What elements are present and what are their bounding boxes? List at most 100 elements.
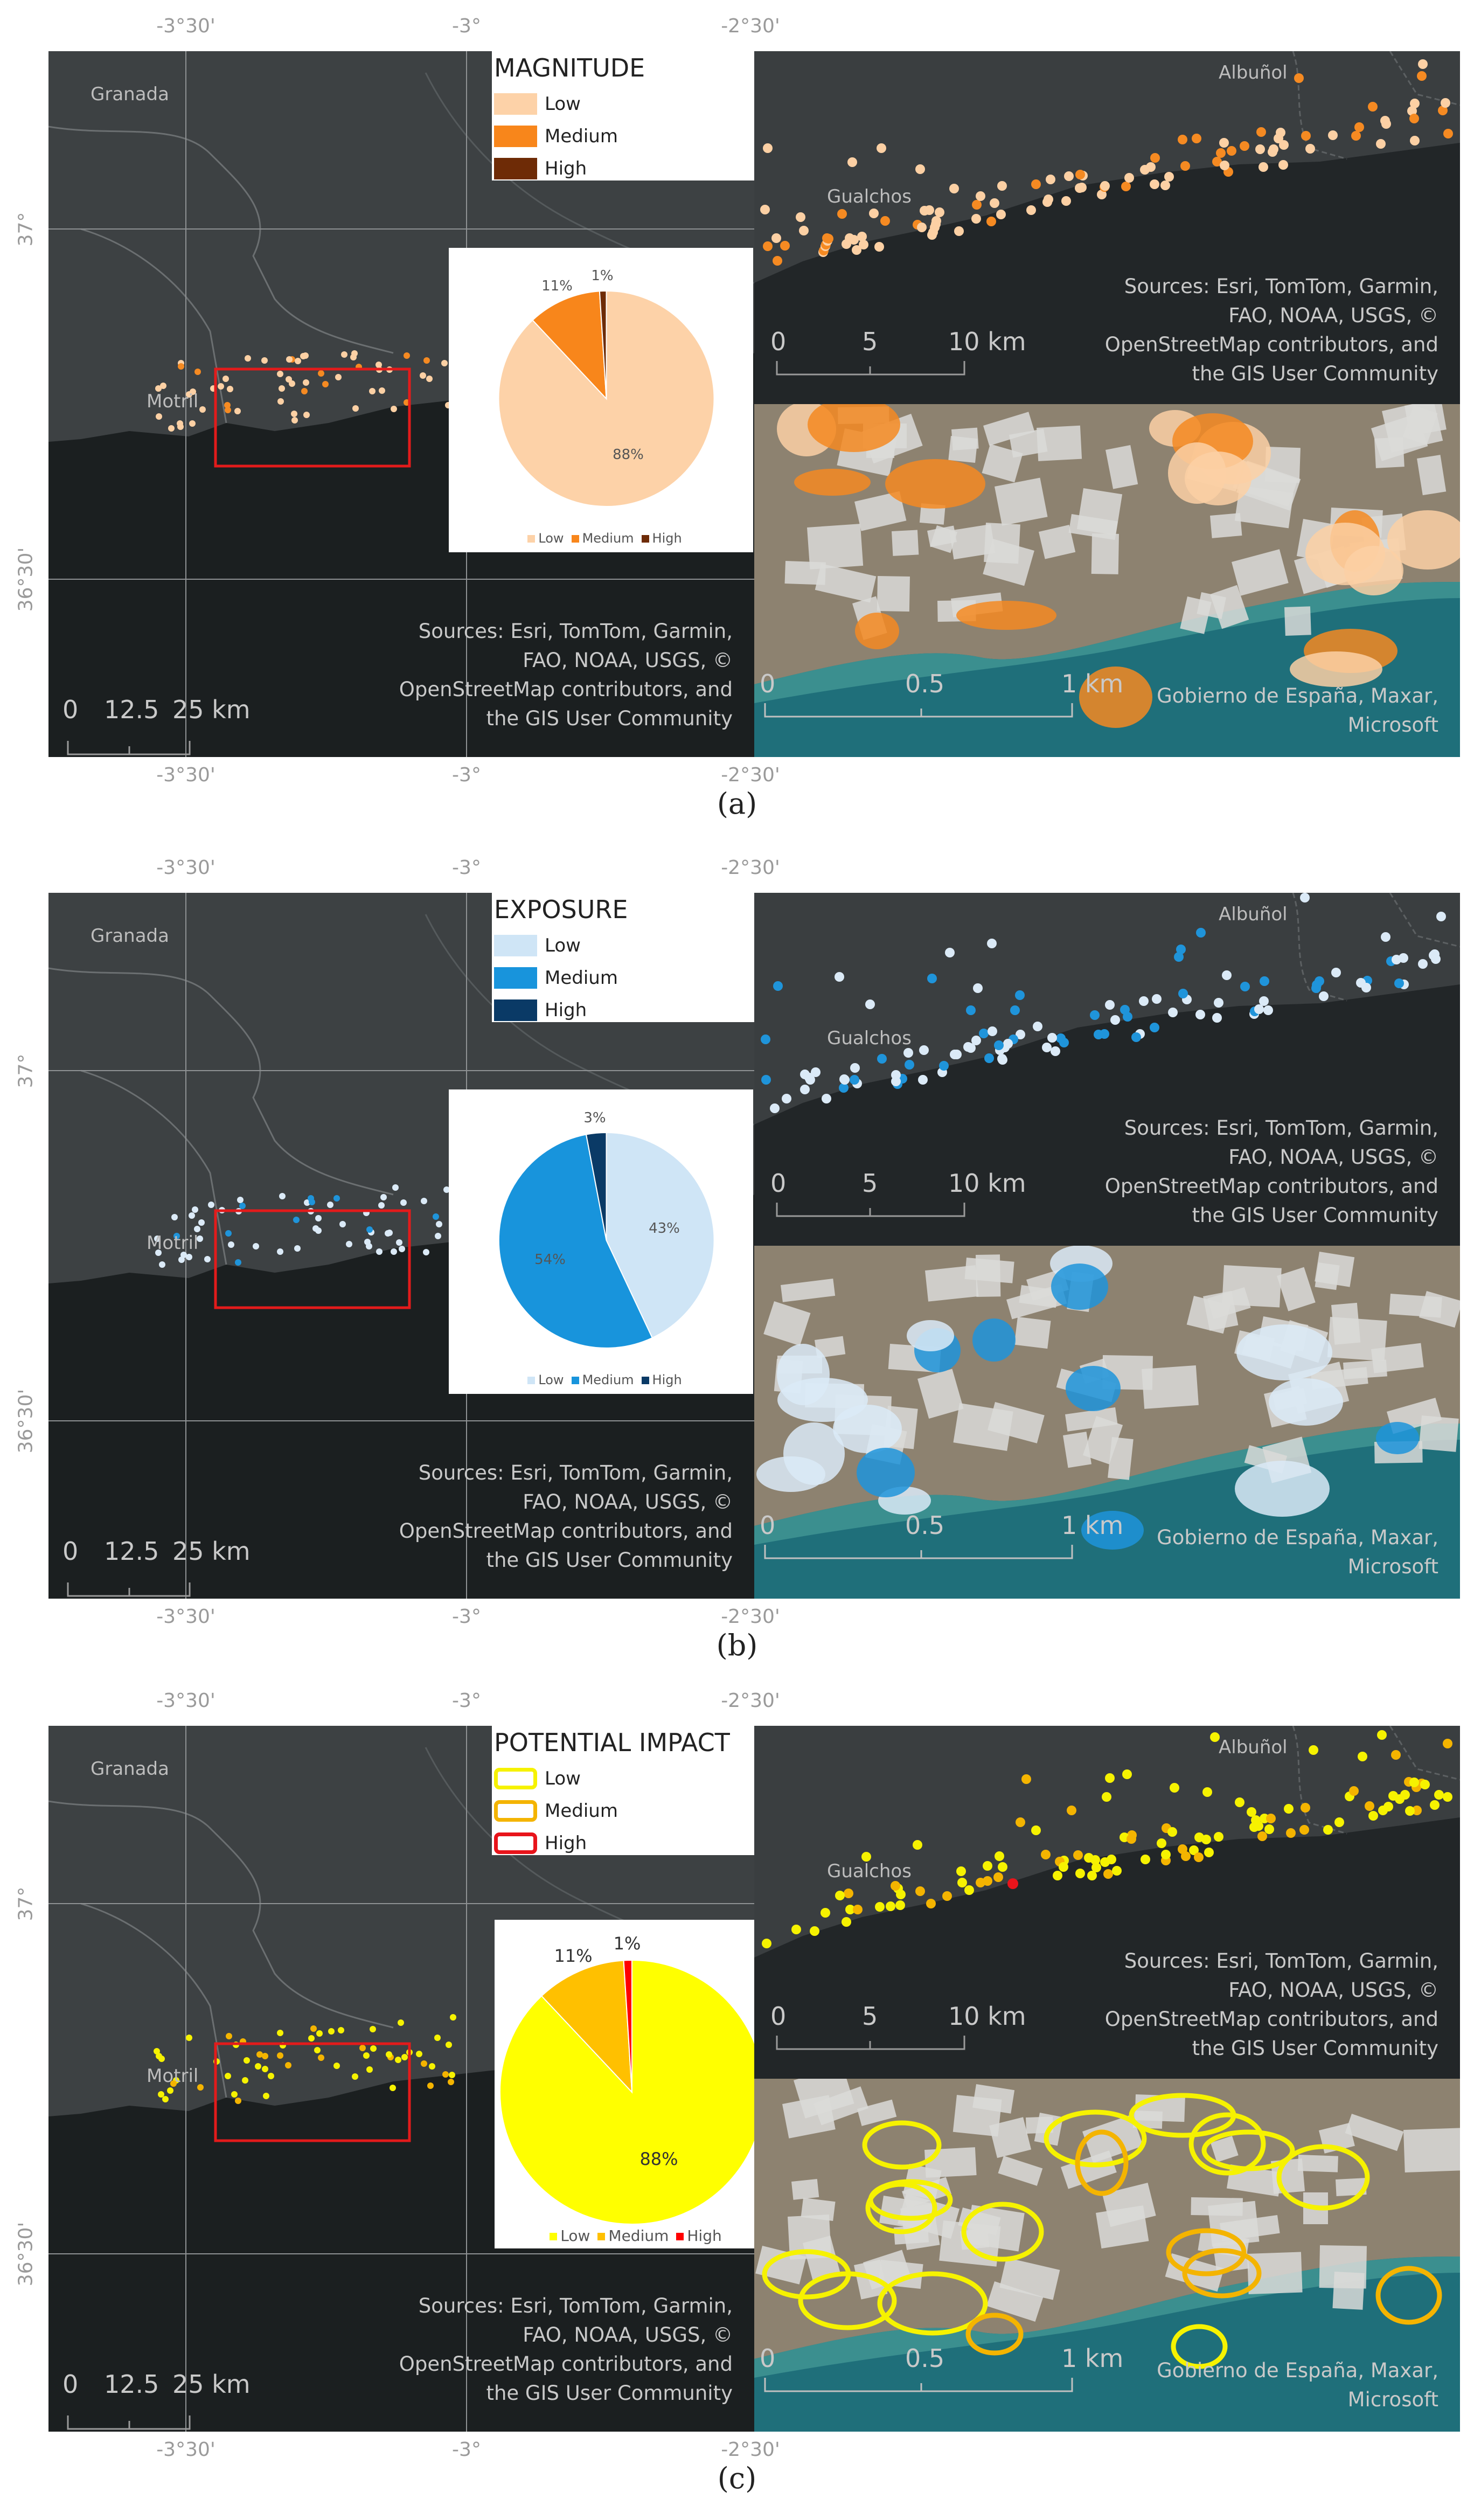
zoom-point [1176,945,1186,954]
overview-point [301,388,308,394]
zoom-point [1358,1752,1367,1761]
overview-point [416,2051,422,2057]
overview-point [442,2071,449,2078]
zoom-point [1003,1039,1013,1049]
satellite-sources: Gobierno de España, Maxar, Microsoft [1157,2359,1438,2411]
coord-label-top: -3°30' [156,857,215,879]
overview-point [286,376,292,383]
panel-caption: (b) [716,1628,758,1662]
zoom-point [1443,129,1453,138]
zoom-point [994,1040,1004,1050]
zoom-point [1180,161,1190,171]
overview-point [390,2085,396,2091]
zoom-point [972,200,982,210]
greenhouse [1247,2252,1303,2294]
overview-point [231,2091,238,2098]
scale-bar-satellite-label: 0 [760,669,776,698]
overview-point [338,2027,344,2033]
scale-bar-overview-label: 12.5 [104,1537,159,1566]
zoom-point [835,972,844,982]
overview-point [429,2063,435,2070]
greenhouse [1222,1265,1282,1308]
overview-point [285,2062,291,2068]
zoom-point [979,1029,989,1038]
zoom-map-canvas [754,1726,1460,2050]
greenhouse [857,2099,897,2126]
zoom-point [966,1043,976,1053]
greenhouse [1180,596,1212,634]
overview-point [242,2077,248,2084]
pie-percent-label: 11% [554,1946,592,1966]
pie-chart-canvas: 43% 54% 3% [498,1110,715,1349]
pie-slice-medium [540,1960,633,2094]
overview-point [170,2080,177,2087]
greenhouse [989,2117,1032,2158]
zoom-point [913,1840,922,1850]
greenhouse [815,564,877,603]
zoom-point [877,143,886,153]
zoom-point [859,240,868,249]
zoom-map-canvas [754,893,1460,1217]
overview-point [218,383,224,390]
overview-point [291,411,297,417]
zoom-point [1212,1013,1222,1023]
pie-legend: Low Medium High [449,1372,753,1387]
overview-point [253,1243,259,1249]
pie-slice-high [599,290,607,399]
zoom-point [895,1900,905,1910]
overview-point [350,354,357,360]
zoom-point [927,974,937,983]
satellite-map: 0 0.5 1 km Gobierno de España, Maxar, Micro… [754,2079,1460,2432]
zoom-point [1368,102,1378,112]
overview-point [391,406,397,412]
zoom-point [842,239,851,249]
pie-legend-swatch [641,1377,649,1384]
zoom-point [950,1050,960,1059]
zoom-point [1309,1745,1318,1755]
zoom-point [1112,1866,1122,1876]
exposure-polygon [862,2120,942,2170]
pie-legend-label: Medium [582,1372,634,1387]
zoom-point [964,1885,974,1895]
zoom-point [891,1077,901,1086]
zoom-point [1091,1863,1101,1872]
overview-point [443,1186,450,1193]
zoom-point [1334,1817,1344,1827]
zoom-point [877,1054,887,1064]
land-area [754,1726,1460,1957]
scale-bar-zoom-label: 5 [862,2002,878,2031]
overview-point [400,1199,407,1206]
zoom-point [1105,1773,1115,1783]
pie-chart-canvas: 88% 11% 1% [498,268,715,507]
scale-bar-satellite-label: 0.5 [905,1511,945,1540]
zoom-point [1164,172,1174,182]
zoom-point [1377,1730,1387,1740]
overview-point [427,2082,434,2089]
zoom-point [905,1060,914,1070]
overview-point [155,1249,162,1256]
zoom-point [796,212,805,222]
zoom-point [1015,990,1025,1000]
zoom-point [1061,196,1071,206]
greenhouse [784,561,826,585]
overview-point [318,2054,324,2061]
zoom-point [1301,131,1311,141]
zoom-point [949,184,959,193]
zoom-point [1031,179,1041,189]
overview-point [279,385,285,392]
greenhouse [972,2084,1015,2114]
zoom-point [1381,932,1390,942]
zoom-point [1120,1005,1130,1015]
overview-point [421,2060,427,2067]
pie-legend-swatch [527,1377,536,1384]
zoom-point [760,205,770,214]
scale-bar-zoom [776,2036,965,2050]
zoom-point [915,1886,925,1896]
zoom-point [849,235,859,245]
zoom-point [763,143,773,153]
zoom-point [1443,1792,1452,1802]
zoom-point [1214,998,1223,1008]
greenhouse [1277,1267,1316,1311]
pie-percent-label: 3% [583,1110,606,1126]
zoom-point [945,948,955,957]
